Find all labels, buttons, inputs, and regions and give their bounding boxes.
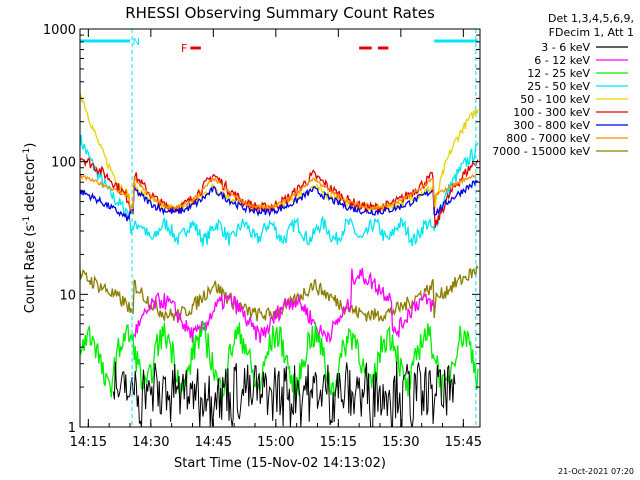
series-3-6-kev <box>112 361 456 428</box>
legend-header-line-1: Det 1,3,4,5,6,9, <box>548 12 634 25</box>
legend-label-8: 7000 - 15000 keV <box>492 145 590 158</box>
legend-header-line-2: FDecim 1, Att 1 <box>549 26 634 39</box>
axes: 14:15 14:30 14:45 15:00 15:15 15:30 15:45 1 10 10… <box>43 23 482 450</box>
flag-label-n: N <box>133 37 140 48</box>
x-tick-label-4: 15:15 <box>320 435 357 450</box>
series-25-50-kev <box>79 134 479 247</box>
legend-label-4: 50 - 100 keV <box>520 93 590 106</box>
legend-label-5: 100 - 300 keV <box>513 106 590 119</box>
x-tick-label-3: 15:00 <box>257 435 294 450</box>
data-layer <box>79 29 479 428</box>
plot-frame <box>79 28 481 428</box>
legend-label-3: 25 - 50 keV <box>527 80 590 93</box>
legend-label-7: 800 - 7000 keV <box>506 132 590 145</box>
chart-title: RHESSI Observing Summary Count Rates <box>125 4 435 22</box>
y-axis-label: Count Rate (s-1 detector-1) <box>22 143 38 314</box>
legend-label-1: 6 - 12 keV <box>534 54 590 67</box>
y-tick-label-0: 1 <box>68 421 76 436</box>
series-300-800-kev <box>79 179 479 222</box>
footer-date: 21-Oct-2021 07:20 <box>558 467 634 476</box>
legend-label-6: 300 - 800 keV <box>513 119 590 132</box>
series-6-12-kev <box>133 267 435 344</box>
x-axis-label: Start Time (15-Nov-02 14:13:02) <box>174 456 386 471</box>
legend-label-0: 3 - 6 keV <box>541 41 590 54</box>
series-800-7000-kev <box>79 173 479 211</box>
x-tick-label-6: 15:45 <box>445 435 482 450</box>
y-tick-label-3: 1000 <box>43 23 76 38</box>
y-tick-label-2: 100 <box>51 156 76 171</box>
x-tick-label-1: 14:30 <box>132 435 169 450</box>
x-tick-label-5: 15:30 <box>382 435 419 450</box>
legend-label-2: 12 - 25 keV <box>527 67 590 80</box>
x-tick-label-0: 14:15 <box>70 435 107 450</box>
flag-label-f: F <box>181 42 187 55</box>
series-50-100-kev <box>79 92 479 215</box>
y-tick-label-1: 10 <box>59 288 76 303</box>
series-12-25-kev <box>79 320 479 403</box>
x-tick-label-2: 14:45 <box>195 435 232 450</box>
